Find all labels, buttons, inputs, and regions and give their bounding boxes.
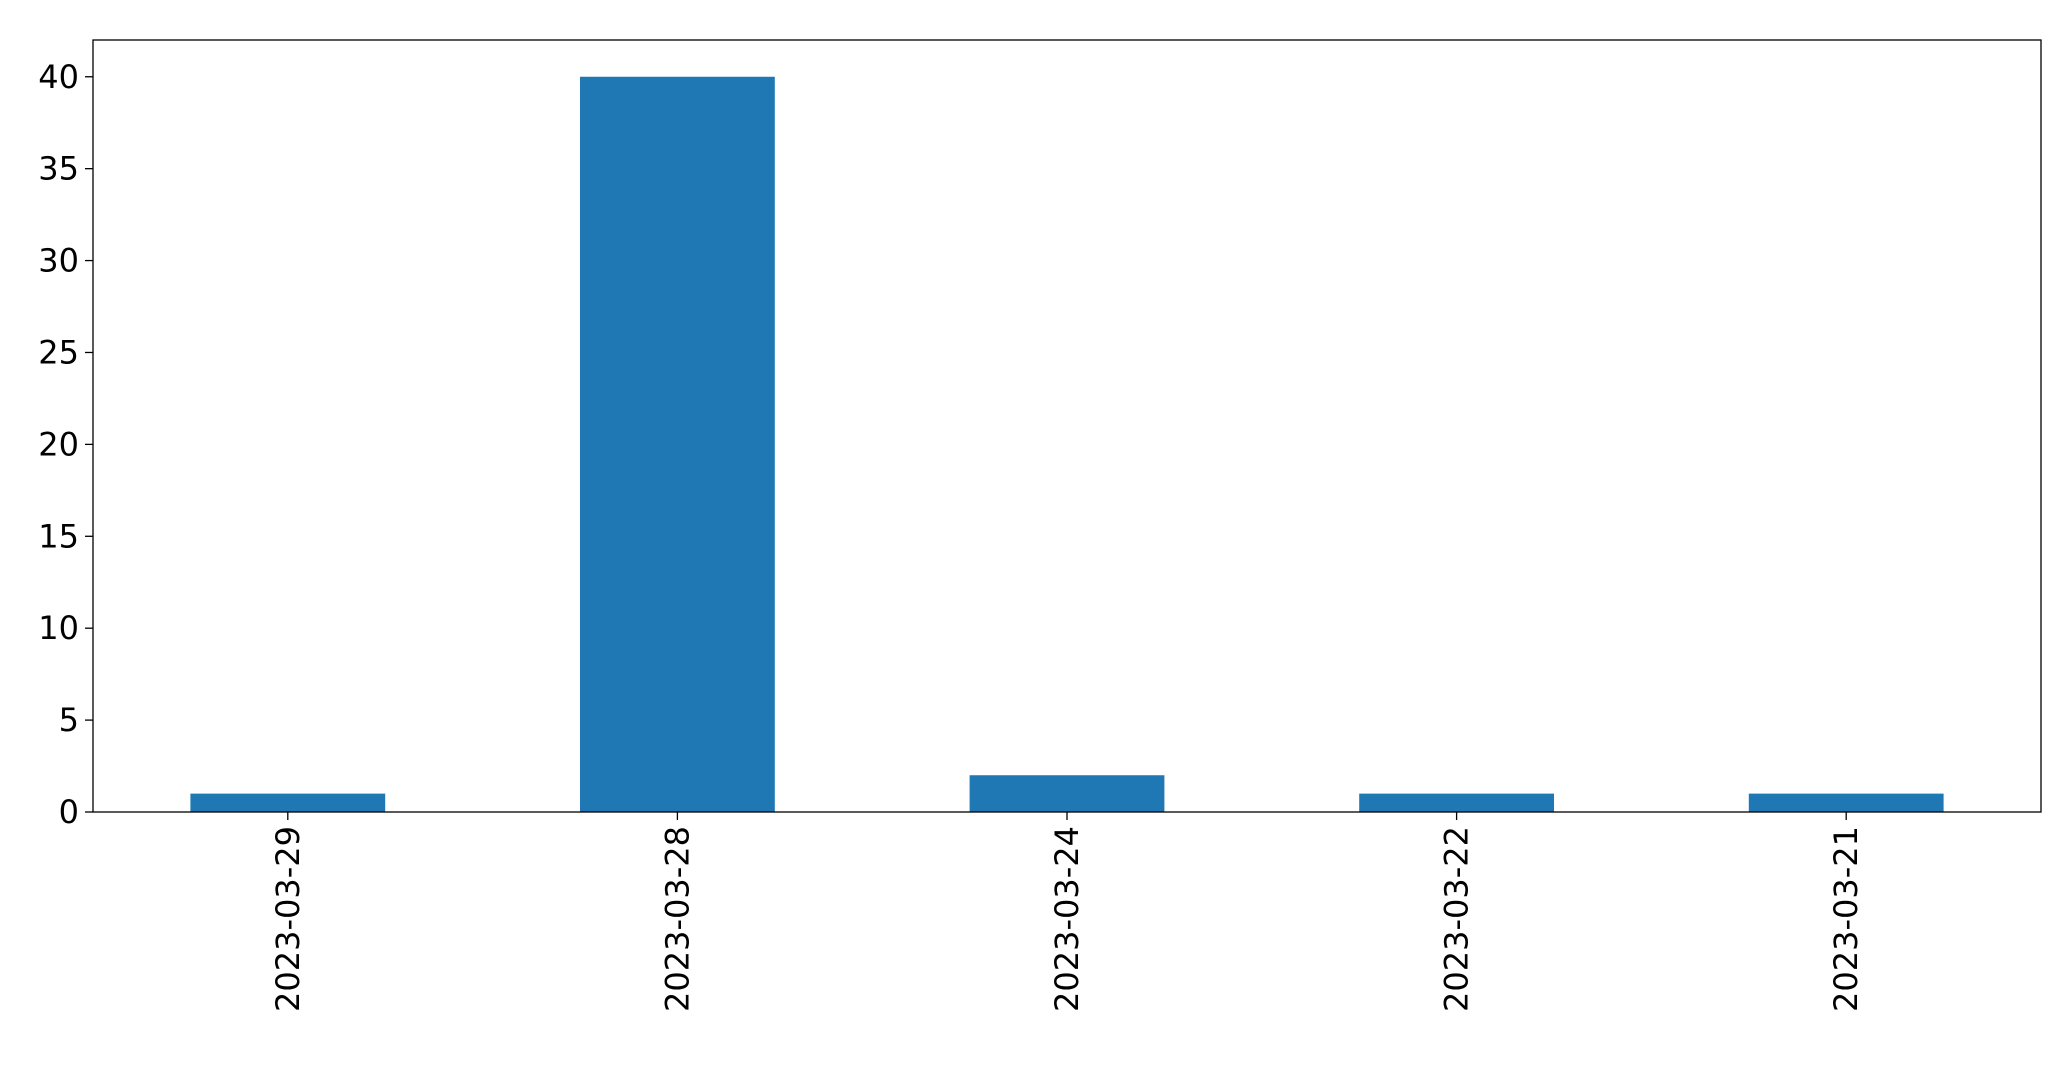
x-axis: 2023-03-29 2023-03-28 2023-03-24 2023-03-22…: [269, 812, 1865, 1012]
y-tick-label: 25: [38, 333, 79, 371]
bar-2023-03-29: [190, 793, 386, 812]
x-tick-label: 2023-03-29: [269, 826, 307, 1012]
y-axis: 0 5 10 15 20 25 30 35 40: [38, 58, 93, 831]
plot-frame: [92, 39, 2042, 813]
y-tick-label: 5: [59, 701, 79, 739]
y-tick-label: 0: [59, 793, 79, 831]
x-tick-label: 2023-03-28: [658, 826, 696, 1012]
x-tick-label: 2023-03-22: [1438, 826, 1476, 1012]
y-tick-label: 30: [38, 242, 79, 280]
x-tick-label: 2023-03-21: [1827, 826, 1865, 1012]
y-tick-label: 20: [38, 425, 79, 463]
y-tick-label: 40: [38, 58, 79, 96]
bar-2023-03-22: [1359, 793, 1554, 812]
bar-2023-03-24: [969, 775, 1165, 812]
bar-2023-03-21: [1748, 793, 1944, 812]
y-tick-label: 15: [38, 517, 79, 555]
y-tick-label: 10: [38, 609, 79, 647]
x-tick-label: 2023-03-24: [1048, 826, 1086, 1012]
y-tick-label: 35: [38, 150, 79, 188]
bar-2023-03-28: [580, 76, 775, 812]
bars: [190, 76, 1944, 812]
